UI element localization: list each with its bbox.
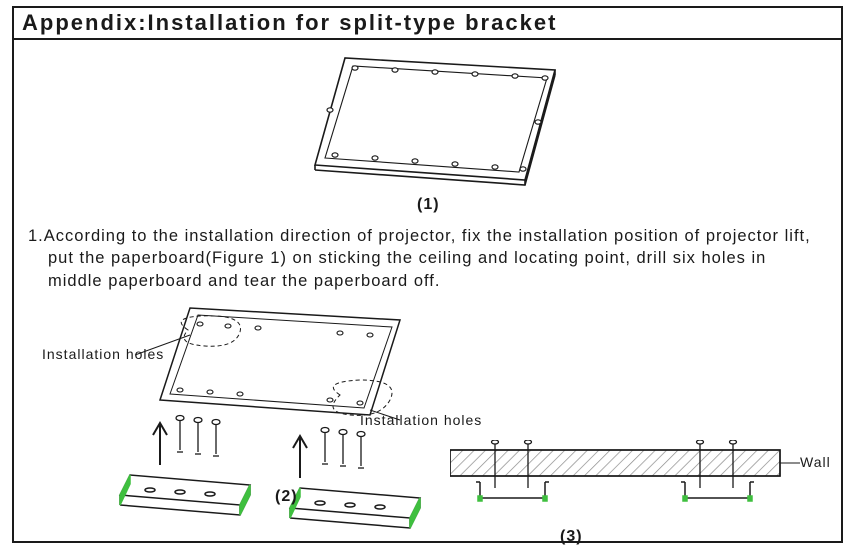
step-1-text: 1.According to the installation directio… (28, 225, 818, 292)
figure-1-label: (1) (417, 196, 440, 214)
step-1-body: According to the installation direction … (44, 227, 811, 290)
title-separator (14, 38, 841, 40)
figure-3 (450, 440, 830, 530)
figure-2-label: (2) (275, 488, 298, 506)
figure-3-label: (3) (560, 528, 583, 546)
page-title: Appendix:Installation for split-type bra… (22, 10, 557, 36)
figure-2-callout-right: Installation holes (360, 412, 482, 428)
figure-1 (275, 50, 585, 190)
step-1-number: 1. (28, 227, 44, 245)
figure-3-callout-wall: Wall (800, 454, 831, 470)
paperboard-diagram (275, 50, 585, 190)
figure-2-callout-left: Installation holes (42, 346, 164, 362)
wall-section-diagram (450, 440, 830, 530)
